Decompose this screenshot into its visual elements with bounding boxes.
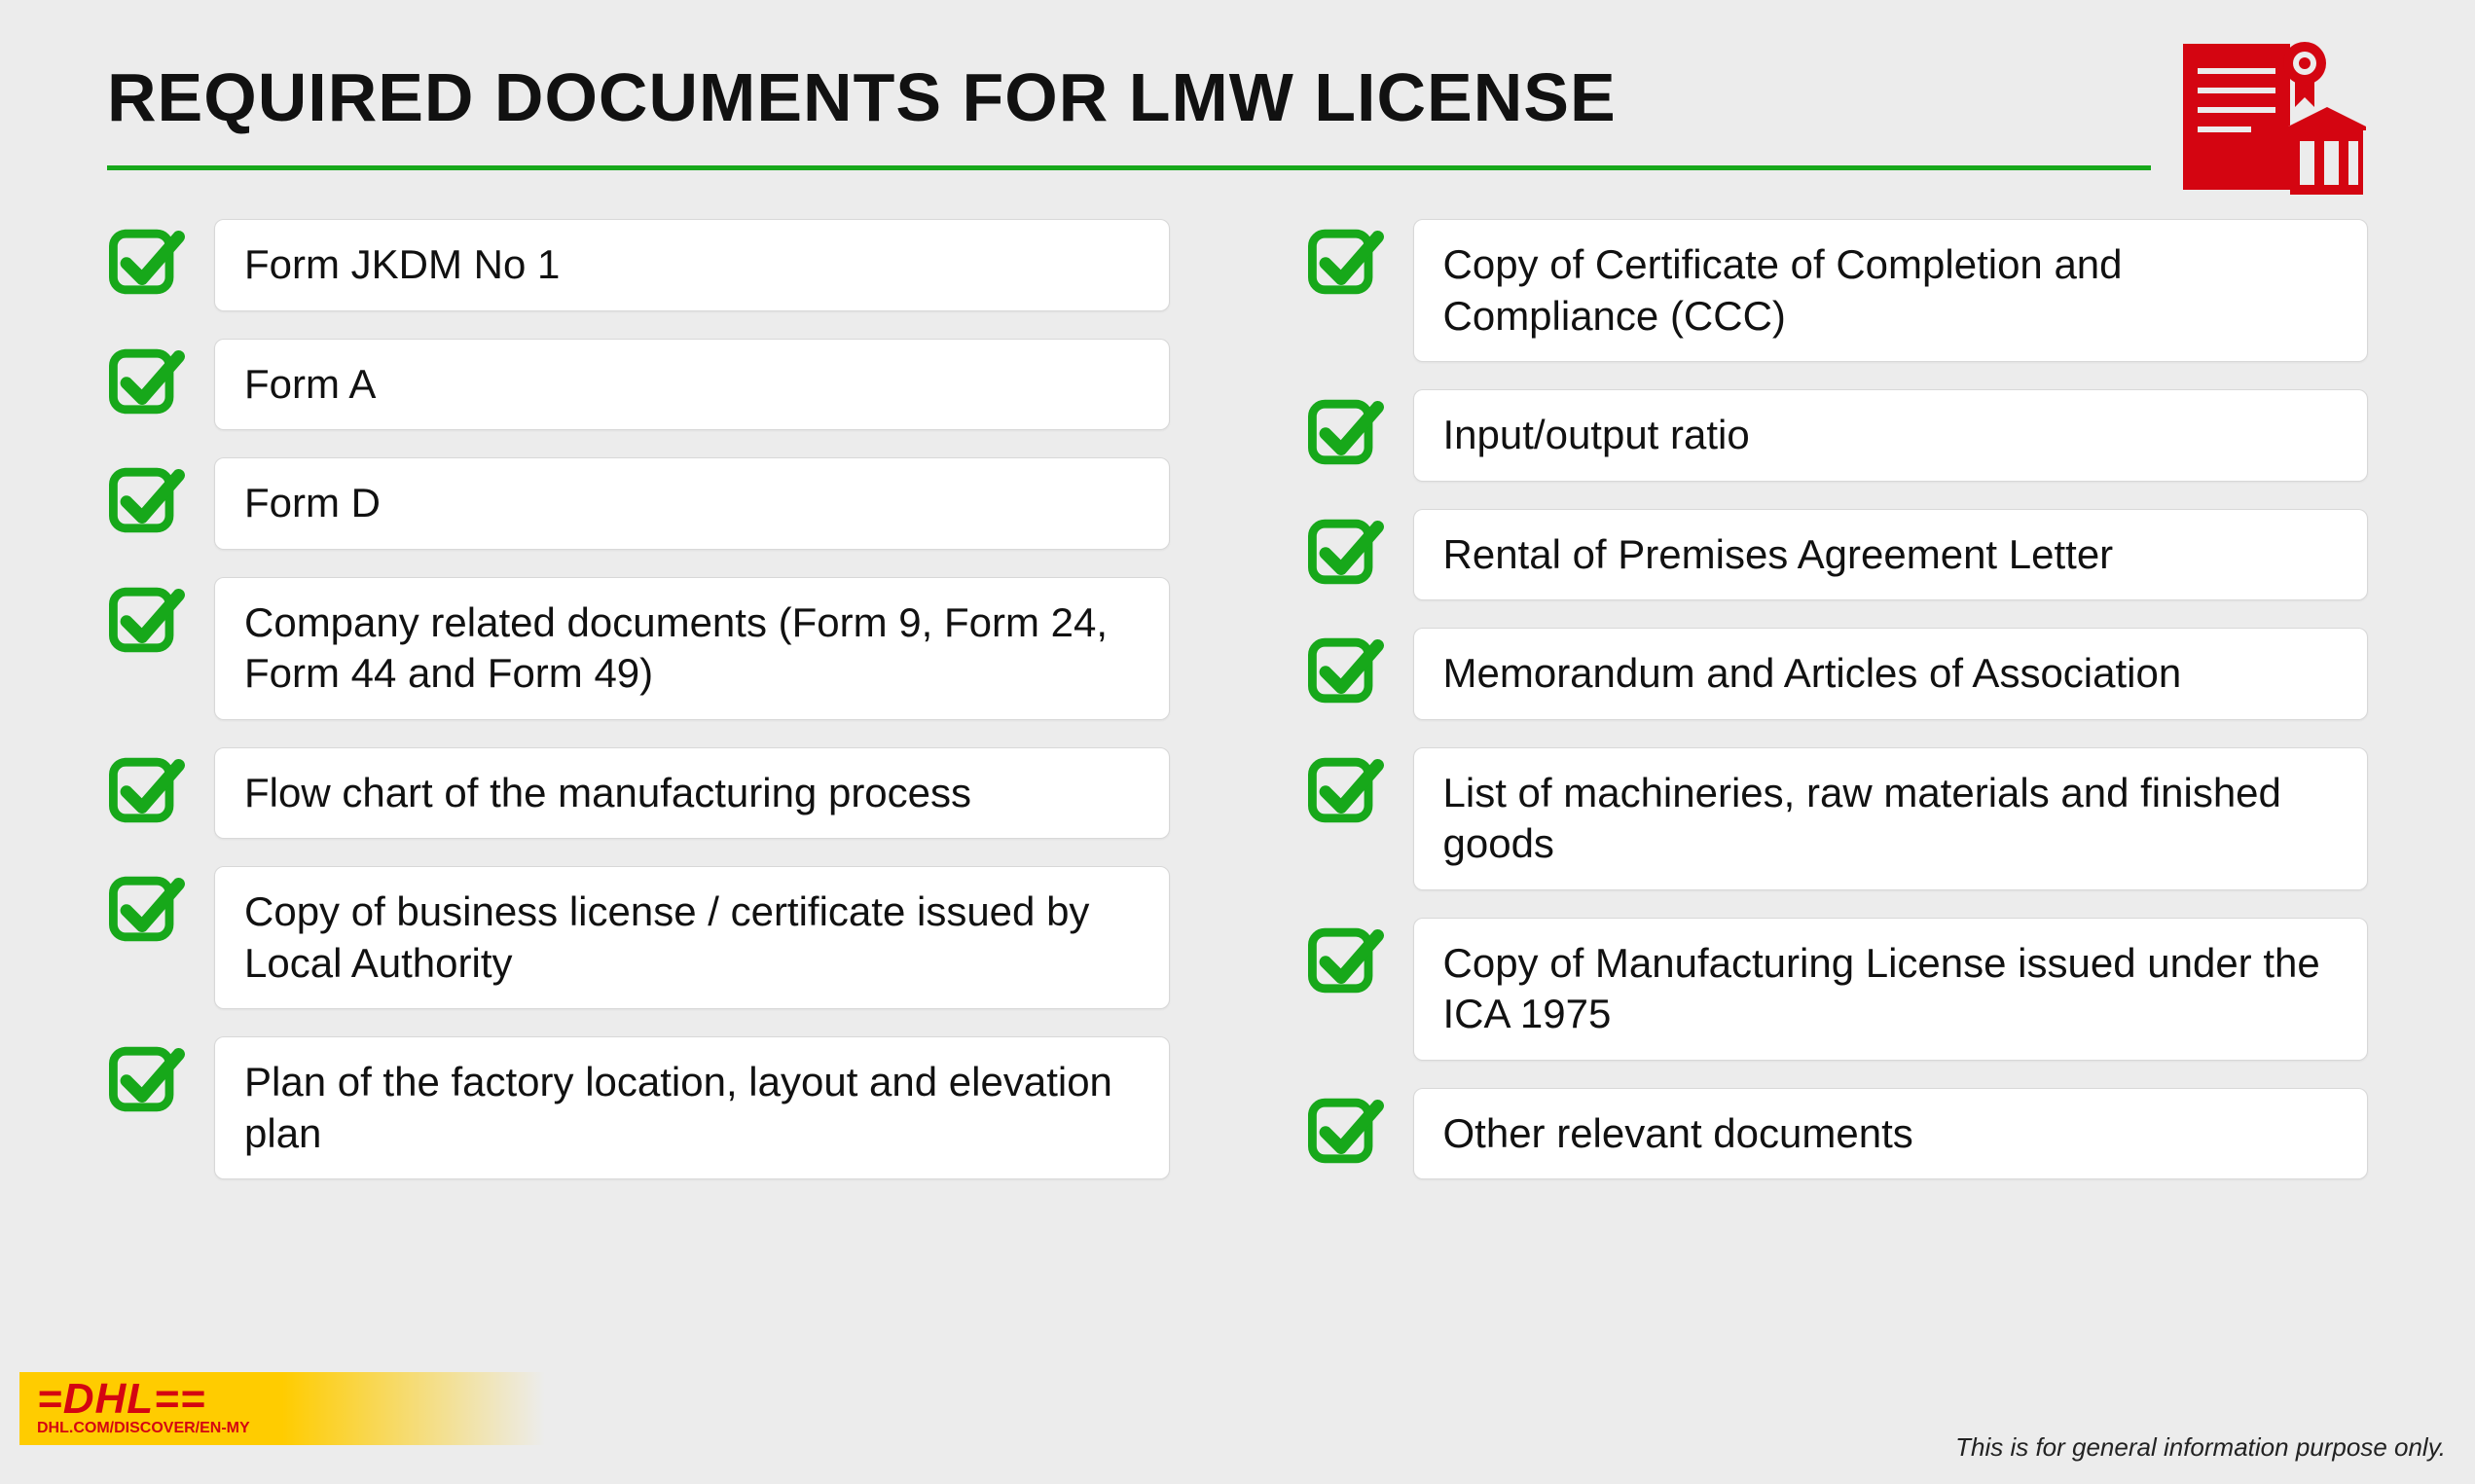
checklist-columns: Form JKDM No 1 Form A Form D Company relate… (0, 170, 2475, 1207)
check-icon (1306, 513, 1384, 591)
list-item-label: Copy of Manufacturing License issued und… (1413, 918, 2369, 1061)
dhl-brand-text: =DHL== (37, 1380, 545, 1419)
list-item-label: Form D (214, 457, 1170, 550)
list-item: Copy of Certificate of Completion and Co… (1306, 219, 2369, 362)
check-icon (107, 461, 185, 539)
list-item: Copy of Manufacturing License issued und… (1306, 918, 2369, 1061)
check-icon (1306, 1092, 1384, 1170)
list-item: Copy of business license / certificate i… (107, 866, 1170, 1009)
list-item-label: Company related documents (Form 9, Form … (214, 577, 1170, 720)
list-item: Form D (107, 457, 1170, 550)
list-item: Company related documents (Form 9, Form … (107, 577, 1170, 720)
check-icon (1306, 751, 1384, 829)
check-icon (1306, 393, 1384, 471)
check-icon (107, 1040, 185, 1118)
list-item-label: Input/output ratio (1413, 389, 2369, 482)
list-item: Input/output ratio (1306, 389, 2369, 482)
list-item: Memorandum and Articles of Association (1306, 628, 2369, 720)
list-item: Form A (107, 339, 1170, 431)
check-icon (107, 751, 185, 829)
disclaimer-text: This is for general information purpose … (1955, 1432, 2446, 1463)
list-item: Plan of the factory location, layout and… (107, 1036, 1170, 1179)
check-icon (1306, 922, 1384, 999)
list-item-label: Copy of business license / certificate i… (214, 866, 1170, 1009)
right-column: Copy of Certificate of Completion and Co… (1306, 219, 2369, 1207)
list-item-label: Form A (214, 339, 1170, 431)
list-item-label: List of machineries, raw materials and f… (1413, 747, 2369, 890)
left-column: Form JKDM No 1 Form A Form D Company relate… (107, 219, 1170, 1207)
list-item-label: Other relevant documents (1413, 1088, 2369, 1180)
list-item-label: Memorandum and Articles of Association (1413, 628, 2369, 720)
list-item-label: Rental of Premises Agreement Letter (1413, 509, 2369, 601)
check-icon (107, 343, 185, 420)
list-item-label: Plan of the factory location, layout and… (214, 1036, 1170, 1179)
dhl-logo: =DHL== DHL.COM/DISCOVER/EN-MY (19, 1372, 545, 1445)
check-icon (107, 870, 185, 948)
title-rule (107, 165, 2151, 170)
list-item: List of machineries, raw materials and f… (1306, 747, 2369, 890)
list-item-label: Form JKDM No 1 (214, 219, 1170, 311)
header: REQUIRED DOCUMENTS FOR LMW LICENSE (0, 0, 2475, 170)
check-icon (107, 223, 185, 301)
list-item: Rental of Premises Agreement Letter (1306, 509, 2369, 601)
check-icon (107, 581, 185, 659)
check-icon (1306, 632, 1384, 709)
list-item-label: Copy of Certificate of Completion and Co… (1413, 219, 2369, 362)
document-building-icon (2173, 34, 2368, 199)
list-item: Other relevant documents (1306, 1088, 2369, 1180)
dhl-url: DHL.COM/DISCOVER/EN-MY (37, 1420, 545, 1437)
list-item-label: Flow chart of the manufacturing process (214, 747, 1170, 840)
list-item: Form JKDM No 1 (107, 219, 1170, 311)
page-title: REQUIRED DOCUMENTS FOR LMW LICENSE (107, 58, 2368, 136)
check-icon (1306, 223, 1384, 301)
list-item: Flow chart of the manufacturing process (107, 747, 1170, 840)
